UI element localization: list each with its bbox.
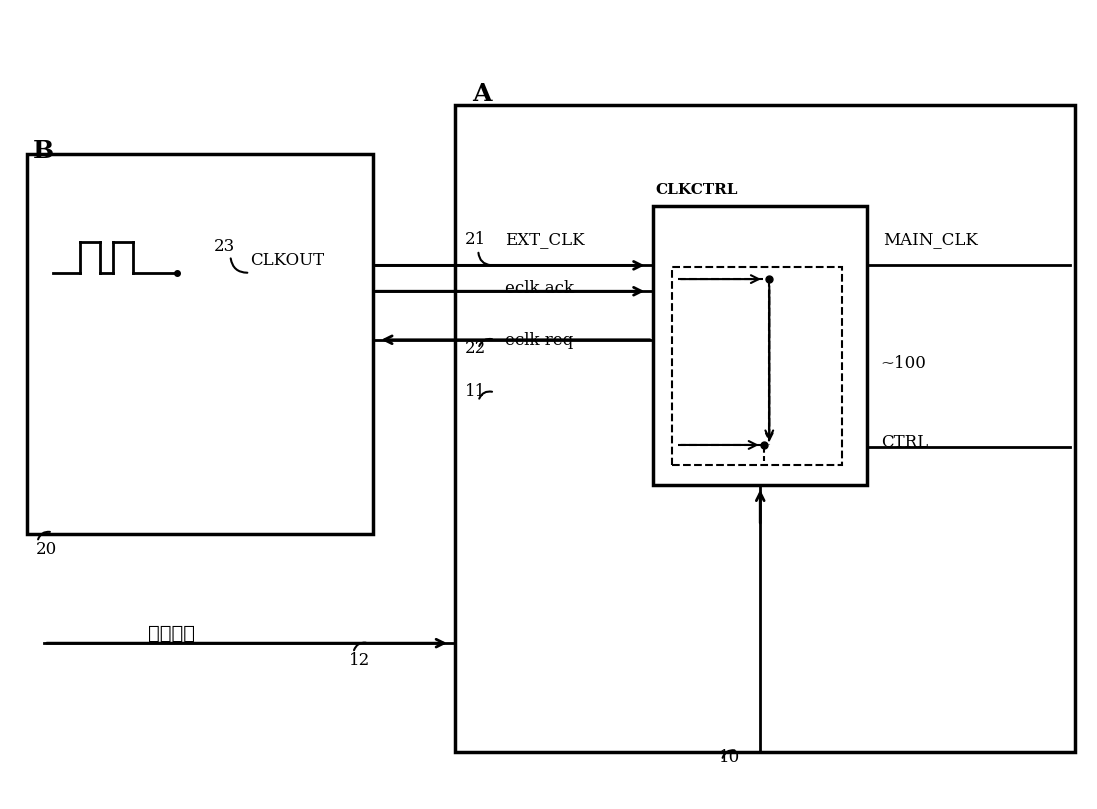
Text: 10: 10	[719, 749, 739, 766]
Bar	[653, 206, 867, 485]
Text: 21: 21	[465, 231, 486, 248]
Text: 20: 20	[36, 541, 57, 558]
Text: eclk req: eclk req	[505, 332, 573, 349]
Text: CLKCTRL: CLKCTRL	[655, 183, 737, 197]
Text: EXT_CLK: EXT_CLK	[505, 231, 585, 248]
Text: 启动信号: 启动信号	[148, 624, 195, 643]
Text: MAIN_CLK: MAIN_CLK	[883, 231, 977, 248]
Bar	[672, 267, 842, 465]
Text: B: B	[33, 139, 54, 163]
Bar	[27, 154, 373, 534]
Text: ~100: ~100	[880, 355, 926, 372]
Text: 22: 22	[465, 340, 486, 357]
Text: 11: 11	[465, 383, 486, 400]
Bar	[455, 105, 1075, 752]
Text: CTRL: CTRL	[881, 434, 928, 451]
Text: 23: 23	[214, 238, 235, 255]
Text: 12: 12	[349, 652, 370, 669]
Text: CLKOUT: CLKOUT	[250, 252, 325, 269]
Text: eclk ack: eclk ack	[505, 280, 574, 297]
Text: A: A	[472, 83, 491, 106]
